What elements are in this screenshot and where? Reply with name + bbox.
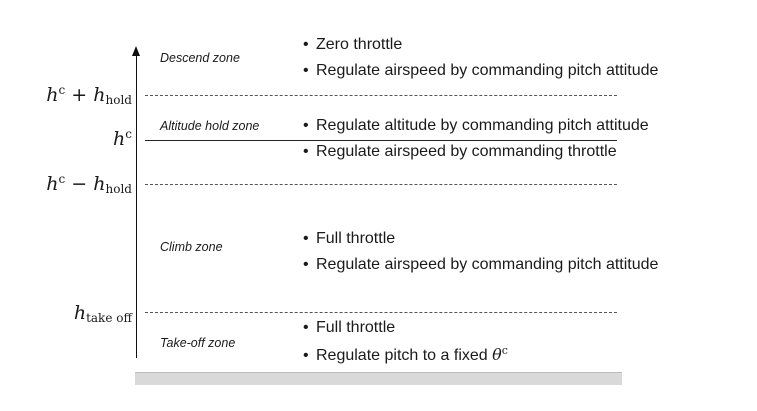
- altitude-hold-bullet-2: • Regulate airspeed by commanding throttl…: [303, 143, 617, 160]
- level-h-plus-hold: hc + hhold: [46, 83, 132, 107]
- boundary-h-takeoff: [145, 312, 617, 313]
- theta-command-symbol: θc: [492, 344, 508, 364]
- zone-label-climb: Climb zone: [160, 240, 223, 254]
- ground-bar: [135, 372, 622, 385]
- climb-bullet-2: • Regulate airspeed by commanding pitch a…: [303, 256, 659, 273]
- boundary-h-minus-hold: [145, 184, 617, 185]
- climb-bullet-1: • Full throttle: [303, 230, 396, 247]
- zone-label-altitude-hold: Altitude hold zone: [160, 119, 260, 133]
- descend-bullet-1: • Zero throttle: [303, 36, 403, 53]
- boundary-h-command: [145, 140, 617, 141]
- altitude-axis: [136, 52, 137, 358]
- takeoff-bullet-2: • Regulate pitch to a fixed θc: [303, 344, 508, 364]
- level-h-command: hc: [113, 127, 132, 150]
- zone-label-takeoff: Take-off zone: [160, 336, 236, 350]
- takeoff-bullet-1: • Full throttle: [303, 319, 396, 336]
- level-h-minus-hold: hc − hhold: [46, 172, 132, 196]
- altitude-hold-bullet-1: • Regulate altitude by commanding pitch a…: [303, 117, 649, 134]
- altitude-axis-arrowhead: [132, 46, 140, 56]
- descend-bullet-2: • Regulate airspeed by commanding pitch a…: [303, 62, 659, 79]
- zone-label-descend: Descend zone: [160, 51, 240, 65]
- level-h-takeoff: htake off: [73, 302, 132, 325]
- boundary-h-plus-hold: [145, 95, 617, 96]
